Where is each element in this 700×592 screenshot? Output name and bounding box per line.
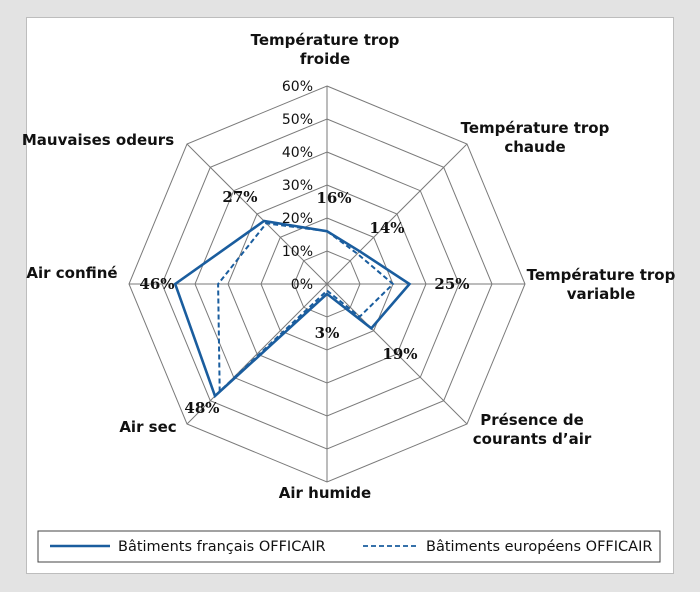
axis-label: Température trop variable	[527, 266, 676, 303]
axis-label: Air sec	[119, 418, 176, 436]
grid-spoke	[326, 283, 468, 425]
axis-label: Air confiné	[26, 264, 117, 282]
series-line-french	[173, 219, 412, 399]
legend-label-french: Bâtiments français OFFICAIR	[118, 539, 326, 555]
data-label: 3%	[315, 324, 340, 342]
axis-label: Mauvaises odeurs	[22, 131, 174, 149]
tick-label: 0%	[291, 277, 313, 293]
tick-label: 40%	[282, 145, 313, 161]
tick-label: 60%	[282, 79, 313, 95]
grid-spoke	[326, 143, 468, 285]
axis-labels: Température trop froide Température trop ch…	[22, 31, 676, 502]
grid-spoke	[186, 283, 328, 425]
data-label: 14%	[369, 219, 404, 237]
data-label: 27%	[222, 188, 257, 206]
legend-box	[37, 530, 661, 563]
data-label: 46%	[139, 275, 174, 293]
data-label: 16%	[316, 189, 351, 207]
data-label: 25%	[434, 275, 469, 293]
grid-spoke	[186, 143, 328, 285]
tick-label: 30%	[282, 178, 313, 194]
series-lines	[173, 219, 412, 399]
axis-label: Température trop froide	[251, 31, 400, 68]
tick-label: 10%	[282, 244, 313, 260]
legend: Bâtiments français OFFICAIR Bâtiments eu…	[37, 530, 661, 563]
tick-label: 20%	[282, 211, 313, 227]
tick-label: 50%	[282, 112, 313, 128]
data-label: 19%	[382, 345, 417, 363]
legend-label-european: Bâtiments européens OFFICAIR	[426, 539, 652, 555]
axis-label: Température trop chaude	[461, 119, 610, 156]
axis-label: Présence de courants d’air	[473, 411, 592, 448]
axis-label: Air humide	[279, 484, 371, 502]
radar-grid	[128, 85, 526, 483]
data-labels: 16% 14% 25% 19% 3% 48% 46% 27%	[139, 188, 469, 417]
tick-labels: 0% 10% 20% 30% 40% 50% 60%	[282, 79, 313, 293]
data-label: 48%	[184, 399, 219, 417]
